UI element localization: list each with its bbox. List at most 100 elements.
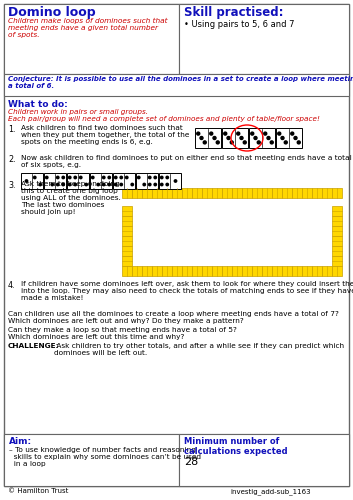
- Bar: [332, 206, 342, 216]
- Circle shape: [240, 136, 243, 140]
- Circle shape: [224, 132, 227, 135]
- Circle shape: [270, 141, 273, 144]
- Bar: [4, 434, 179, 486]
- Bar: [249, 128, 275, 148]
- Bar: [212, 266, 222, 276]
- Text: 1.: 1.: [8, 125, 16, 134]
- Bar: [302, 188, 312, 198]
- Text: Aim:: Aim:: [9, 437, 32, 446]
- Bar: [322, 188, 332, 198]
- Circle shape: [166, 184, 168, 186]
- Circle shape: [294, 136, 297, 140]
- Circle shape: [108, 184, 110, 186]
- Bar: [4, 4, 179, 74]
- Text: Domino loop: Domino loop: [8, 6, 96, 19]
- Bar: [332, 226, 342, 236]
- Circle shape: [46, 176, 48, 178]
- Bar: [21, 173, 43, 189]
- Bar: [122, 216, 132, 226]
- Text: • Using pairs to 5, 6 and 7: • Using pairs to 5, 6 and 7: [184, 20, 294, 29]
- Bar: [182, 266, 192, 276]
- Circle shape: [74, 184, 77, 186]
- Bar: [122, 206, 132, 216]
- Text: Skill practised:: Skill practised:: [184, 6, 283, 19]
- Bar: [232, 188, 242, 198]
- Circle shape: [143, 184, 145, 186]
- Bar: [172, 266, 182, 276]
- Bar: [113, 173, 135, 189]
- Circle shape: [203, 141, 206, 144]
- Circle shape: [161, 176, 163, 178]
- Bar: [159, 173, 181, 189]
- Circle shape: [149, 176, 151, 178]
- Bar: [122, 266, 132, 276]
- Bar: [232, 266, 242, 276]
- Bar: [152, 188, 162, 198]
- Text: Conjecture: It is possible to use all the dominoes in a set to create a loop whe: Conjecture: It is possible to use all th…: [8, 76, 353, 89]
- Bar: [136, 173, 158, 189]
- Bar: [122, 226, 132, 236]
- Bar: [312, 188, 322, 198]
- Bar: [272, 266, 282, 276]
- Bar: [182, 188, 192, 198]
- Circle shape: [227, 136, 230, 140]
- Bar: [302, 266, 312, 276]
- Bar: [276, 128, 302, 148]
- Text: CHALLENGE:: CHALLENGE:: [8, 343, 60, 349]
- Text: If children have some dominoes left over, ask them to look for where they could : If children have some dominoes left over…: [21, 281, 353, 301]
- Circle shape: [230, 141, 233, 144]
- Bar: [122, 236, 132, 246]
- Bar: [179, 434, 349, 486]
- Circle shape: [39, 184, 41, 186]
- Circle shape: [34, 176, 36, 178]
- Circle shape: [200, 136, 203, 140]
- Bar: [332, 236, 342, 246]
- Text: Can they make a loop so that meeting ends have a total of 5?
Which dominoes are : Can they make a loop so that meeting end…: [8, 327, 237, 340]
- Bar: [292, 188, 302, 198]
- Bar: [332, 216, 342, 226]
- Bar: [152, 266, 162, 276]
- Circle shape: [154, 184, 156, 186]
- Circle shape: [68, 184, 71, 186]
- Circle shape: [281, 136, 284, 140]
- Bar: [162, 266, 172, 276]
- Circle shape: [103, 176, 105, 178]
- Bar: [242, 188, 252, 198]
- Circle shape: [264, 132, 267, 135]
- Bar: [132, 198, 332, 266]
- Circle shape: [210, 132, 213, 135]
- Bar: [322, 266, 332, 276]
- Text: Can children use all the dominoes to create a loop where meeting ends have a tot: Can children use all the dominoes to cre…: [8, 311, 339, 324]
- Bar: [4, 434, 349, 486]
- Bar: [142, 266, 152, 276]
- Bar: [162, 188, 172, 198]
- Circle shape: [79, 176, 82, 178]
- Text: Now ask children to find dominoes to put on either end so that meeting ends have: Now ask children to find dominoes to put…: [21, 155, 352, 168]
- Circle shape: [267, 136, 270, 140]
- Circle shape: [237, 132, 240, 135]
- Bar: [282, 266, 292, 276]
- Circle shape: [149, 184, 151, 186]
- Text: 2.: 2.: [8, 155, 16, 164]
- Bar: [132, 188, 142, 198]
- Bar: [4, 74, 349, 96]
- Bar: [242, 266, 252, 276]
- Text: Ask children to try other totals, and after a while see if they can predict whic: Ask children to try other totals, and af…: [54, 343, 344, 356]
- Circle shape: [120, 176, 122, 178]
- Text: 3.: 3.: [8, 181, 16, 190]
- Circle shape: [56, 176, 59, 178]
- Bar: [122, 256, 132, 266]
- Circle shape: [254, 136, 257, 140]
- Text: © Hamilton Trust: © Hamilton Trust: [8, 488, 68, 494]
- Circle shape: [131, 184, 133, 186]
- Bar: [222, 188, 232, 198]
- Text: 4.: 4.: [8, 281, 16, 290]
- Circle shape: [97, 184, 100, 186]
- Circle shape: [174, 180, 177, 182]
- Circle shape: [68, 176, 71, 178]
- Circle shape: [216, 141, 219, 144]
- Bar: [195, 128, 221, 148]
- Text: Children work in pairs or small groups.: Children work in pairs or small groups.: [8, 109, 148, 115]
- Circle shape: [91, 176, 94, 178]
- Bar: [202, 266, 212, 276]
